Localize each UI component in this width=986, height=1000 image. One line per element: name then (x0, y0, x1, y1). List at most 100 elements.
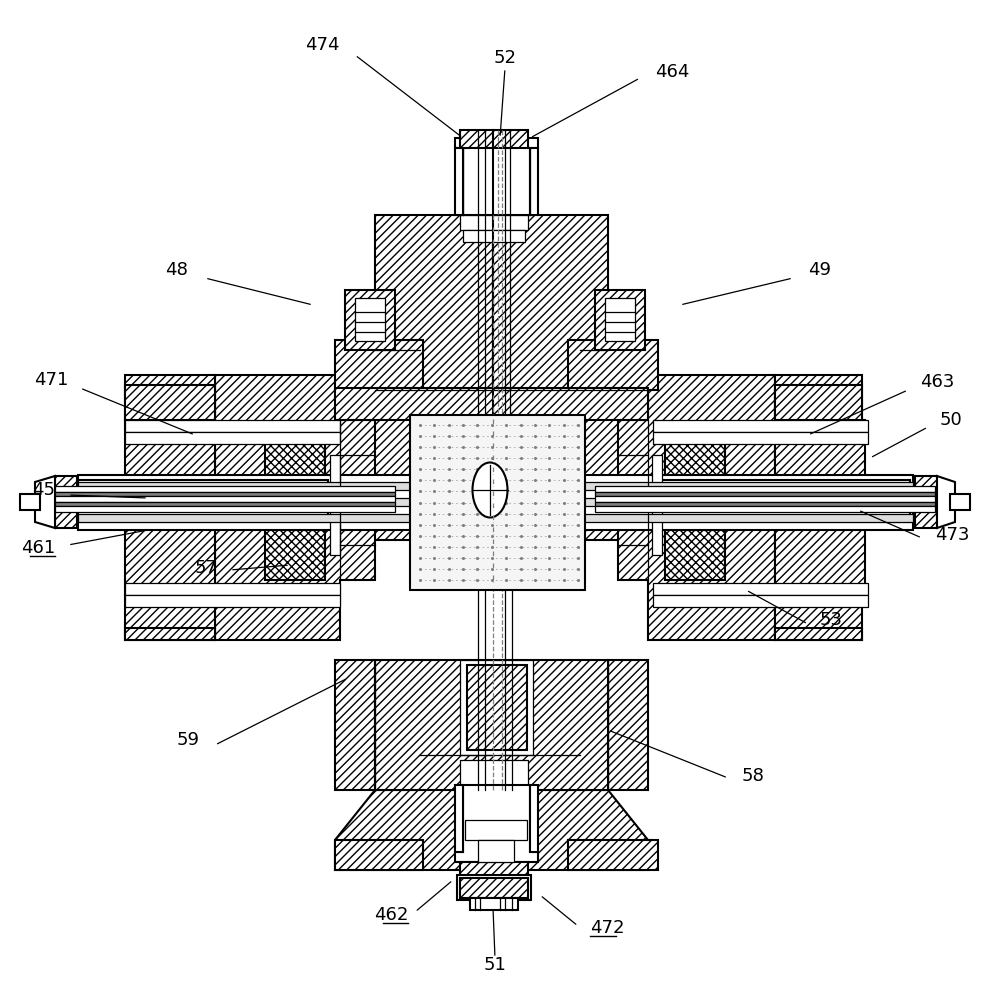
Text: 474: 474 (306, 36, 340, 54)
Ellipse shape (472, 462, 508, 518)
Bar (595, 506, 935, 512)
Bar (457, 875, 531, 900)
Text: 473: 473 (935, 526, 969, 544)
Bar (463, 230, 525, 242)
Bar (460, 660, 533, 755)
Polygon shape (775, 375, 862, 420)
Bar (330, 455, 340, 555)
Bar (125, 595, 340, 607)
Text: 51: 51 (483, 956, 507, 974)
Bar (420, 540, 493, 580)
Bar (478, 840, 514, 862)
Bar (455, 148, 463, 215)
Bar (665, 435, 725, 485)
Bar (595, 502, 935, 506)
Bar (460, 878, 528, 898)
Text: 471: 471 (34, 371, 68, 389)
Bar (460, 130, 528, 148)
Polygon shape (335, 660, 375, 790)
Bar (55, 496, 395, 502)
Bar (125, 432, 340, 444)
Polygon shape (775, 628, 862, 640)
Polygon shape (775, 385, 862, 420)
Bar (573, 475, 913, 530)
Text: 472: 472 (590, 919, 624, 937)
Bar (455, 785, 463, 852)
Polygon shape (125, 375, 215, 420)
Polygon shape (493, 215, 648, 580)
Polygon shape (335, 755, 648, 870)
Bar (463, 138, 526, 215)
Polygon shape (618, 375, 775, 640)
Bar (20, 494, 40, 510)
Bar (335, 340, 423, 390)
Bar (660, 508, 910, 522)
Text: 59: 59 (177, 731, 200, 749)
Bar (467, 142, 489, 211)
Bar (78, 475, 418, 530)
Bar (568, 340, 658, 390)
Bar (78, 494, 328, 508)
Polygon shape (35, 476, 55, 528)
Polygon shape (608, 660, 648, 790)
Bar (55, 502, 395, 506)
Bar (460, 215, 528, 230)
Bar (125, 583, 340, 595)
Bar (55, 476, 77, 528)
Bar (660, 480, 910, 494)
Bar (460, 790, 528, 804)
Text: 58: 58 (742, 767, 765, 785)
Bar (125, 420, 215, 595)
Bar (467, 665, 527, 750)
Bar (335, 840, 423, 870)
Text: 461: 461 (21, 539, 55, 557)
Polygon shape (775, 595, 862, 640)
Bar (125, 420, 340, 432)
Bar (78, 508, 328, 522)
Bar (653, 595, 868, 607)
Text: 49: 49 (808, 261, 831, 279)
Bar (530, 148, 538, 215)
Bar (573, 482, 913, 490)
Bar (460, 760, 528, 790)
Polygon shape (455, 785, 538, 862)
Bar (410, 415, 585, 590)
Bar (530, 785, 538, 852)
Polygon shape (455, 138, 538, 215)
Bar (595, 290, 645, 350)
Polygon shape (937, 476, 955, 528)
Text: 463: 463 (920, 373, 954, 391)
Bar (660, 494, 910, 508)
Bar (470, 898, 518, 910)
Bar (78, 514, 418, 522)
Text: 50: 50 (940, 411, 962, 429)
Bar (501, 142, 523, 211)
Polygon shape (335, 215, 493, 580)
Bar (665, 530, 725, 580)
Bar (460, 862, 528, 878)
Bar (355, 298, 385, 341)
Bar (595, 496, 935, 502)
Text: 464: 464 (655, 63, 689, 81)
Bar (335, 388, 648, 420)
Text: 45: 45 (32, 481, 55, 499)
Bar (653, 583, 868, 595)
Bar (375, 660, 608, 790)
Bar (652, 455, 662, 555)
Bar (265, 530, 325, 580)
Bar (345, 290, 395, 350)
Bar (595, 486, 935, 492)
Bar (915, 476, 937, 528)
Bar (500, 540, 573, 580)
Text: 48: 48 (165, 261, 188, 279)
Bar (465, 820, 527, 840)
Text: 52: 52 (494, 49, 517, 67)
Bar (950, 494, 970, 510)
Bar (463, 804, 525, 815)
Polygon shape (215, 375, 375, 640)
Bar (265, 435, 325, 485)
Polygon shape (125, 628, 215, 640)
Bar (573, 514, 913, 522)
Polygon shape (125, 595, 215, 640)
Bar (775, 420, 865, 595)
